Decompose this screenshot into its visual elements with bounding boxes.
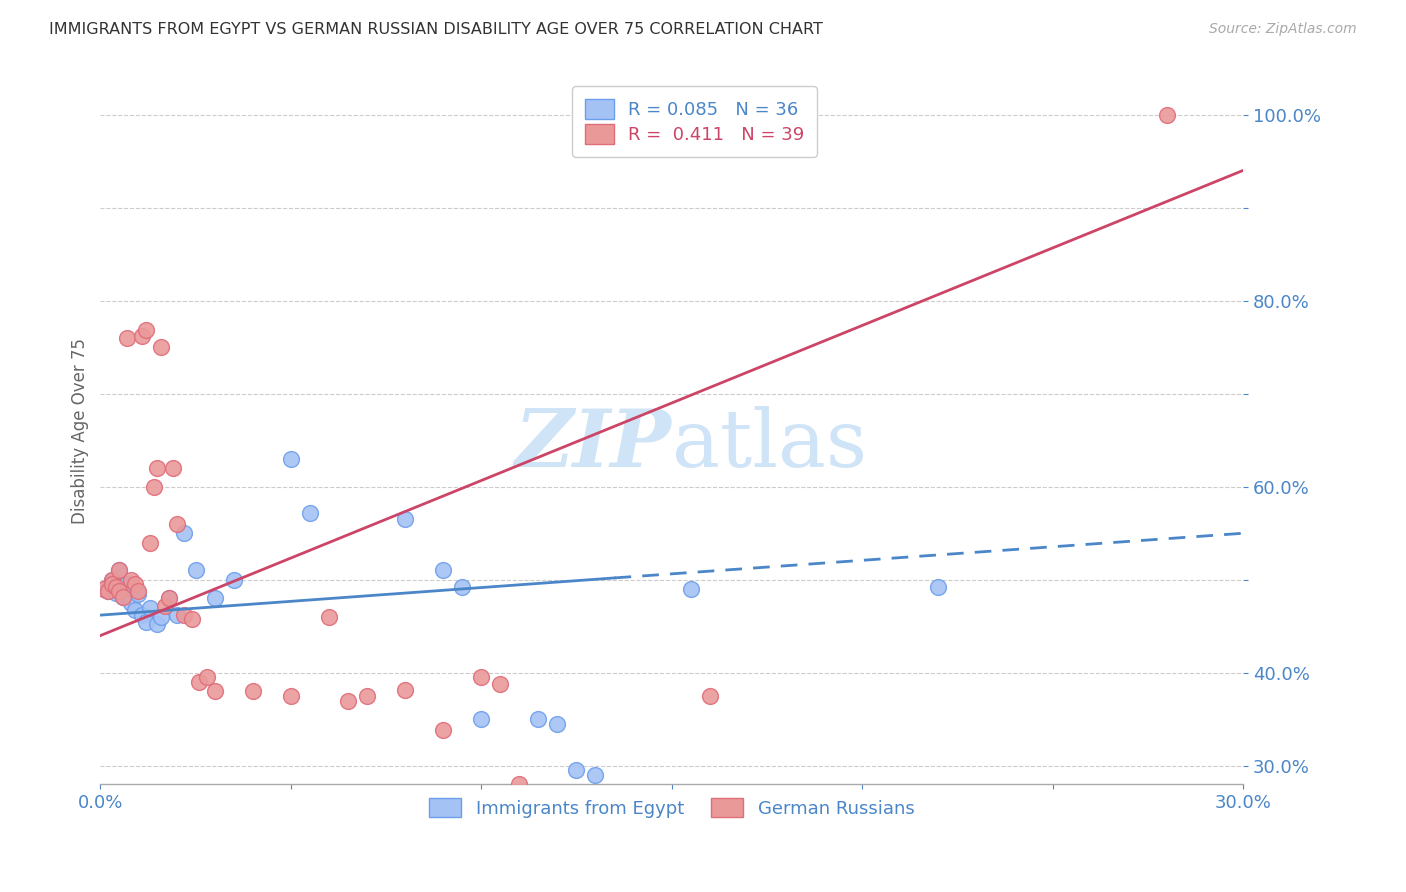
Point bbox=[101, 573, 124, 587]
Point bbox=[101, 577, 124, 591]
Point bbox=[184, 564, 207, 578]
Point bbox=[432, 564, 454, 578]
Point bbox=[108, 564, 131, 578]
Point bbox=[108, 583, 131, 598]
Point bbox=[108, 583, 131, 598]
Point bbox=[394, 512, 416, 526]
Point bbox=[104, 586, 127, 600]
Point bbox=[146, 461, 169, 475]
Point bbox=[298, 506, 321, 520]
Text: Source: ZipAtlas.com: Source: ZipAtlas.com bbox=[1209, 22, 1357, 37]
Point bbox=[527, 712, 550, 726]
Point bbox=[157, 591, 180, 606]
Point bbox=[97, 583, 120, 598]
Point bbox=[101, 573, 124, 587]
Point bbox=[112, 590, 135, 604]
Point bbox=[124, 602, 146, 616]
Point bbox=[124, 577, 146, 591]
Point bbox=[112, 590, 135, 604]
Point bbox=[127, 587, 149, 601]
Point bbox=[115, 331, 138, 345]
Point bbox=[470, 670, 492, 684]
Point bbox=[142, 480, 165, 494]
Point bbox=[120, 596, 142, 610]
Point bbox=[195, 670, 218, 684]
Point bbox=[115, 577, 138, 591]
Point bbox=[565, 764, 588, 778]
Legend: Immigrants from Egypt, German Russians: Immigrants from Egypt, German Russians bbox=[422, 791, 922, 825]
Point bbox=[127, 583, 149, 598]
Point bbox=[157, 591, 180, 606]
Point bbox=[139, 600, 162, 615]
Point bbox=[280, 689, 302, 703]
Point bbox=[162, 461, 184, 475]
Point bbox=[146, 617, 169, 632]
Point bbox=[153, 599, 176, 613]
Point bbox=[139, 535, 162, 549]
Point bbox=[97, 583, 120, 598]
Point bbox=[180, 612, 202, 626]
Point bbox=[222, 573, 245, 587]
Point bbox=[1156, 108, 1178, 122]
Y-axis label: Disability Age Over 75: Disability Age Over 75 bbox=[72, 338, 89, 524]
Point bbox=[508, 777, 530, 791]
Point bbox=[188, 675, 211, 690]
Point bbox=[489, 677, 512, 691]
Point bbox=[318, 610, 340, 624]
Point bbox=[120, 573, 142, 587]
Point bbox=[585, 768, 607, 782]
Text: ZIP: ZIP bbox=[515, 407, 672, 483]
Point bbox=[927, 580, 949, 594]
Text: atlas: atlas bbox=[672, 406, 866, 484]
Point bbox=[470, 712, 492, 726]
Point bbox=[101, 577, 124, 591]
Point bbox=[242, 684, 264, 698]
Point bbox=[173, 526, 195, 541]
Point bbox=[394, 682, 416, 697]
Point bbox=[204, 591, 226, 606]
Point bbox=[131, 329, 153, 343]
Point bbox=[150, 340, 173, 354]
Point bbox=[546, 717, 568, 731]
Text: IMMIGRANTS FROM EGYPT VS GERMAN RUSSIAN DISABILITY AGE OVER 75 CORRELATION CHART: IMMIGRANTS FROM EGYPT VS GERMAN RUSSIAN … bbox=[49, 22, 823, 37]
Point bbox=[336, 694, 359, 708]
Point bbox=[204, 684, 226, 698]
Point bbox=[173, 608, 195, 623]
Point bbox=[432, 723, 454, 738]
Point bbox=[104, 580, 127, 594]
Point bbox=[93, 582, 115, 596]
Point bbox=[679, 582, 702, 596]
Point bbox=[108, 564, 131, 578]
Point bbox=[135, 323, 157, 337]
Point bbox=[166, 516, 188, 531]
Point bbox=[166, 608, 188, 623]
Point bbox=[104, 580, 127, 594]
Point bbox=[131, 608, 153, 623]
Point bbox=[451, 580, 474, 594]
Point bbox=[699, 689, 721, 703]
Point bbox=[150, 610, 173, 624]
Point bbox=[356, 689, 378, 703]
Point bbox=[135, 615, 157, 629]
Point bbox=[280, 451, 302, 466]
Point bbox=[93, 582, 115, 596]
